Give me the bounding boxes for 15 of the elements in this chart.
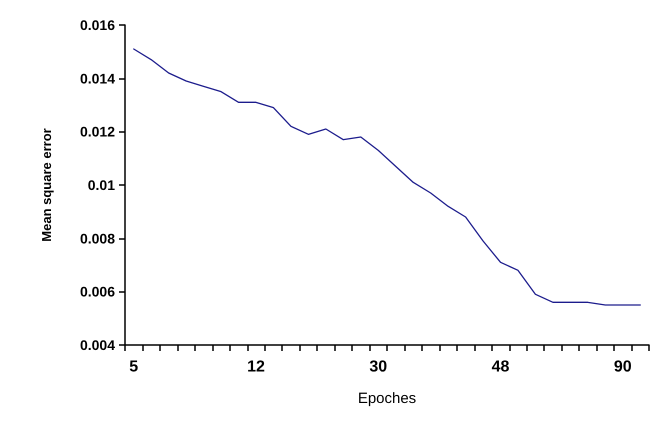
y-tick-label: 0.016 (80, 17, 116, 33)
x-tick-label: 48 (492, 358, 510, 376)
x-axis-title: Epoches (358, 390, 416, 407)
line-series (133, 48, 641, 306)
y-axis-title: Mean square error (39, 128, 54, 242)
y-tick-label: 0.01 (88, 177, 116, 193)
y-tick-label: 0.008 (80, 230, 116, 246)
y-tick-label: 0.004 (80, 337, 116, 353)
y-tick-label: 0.006 (80, 284, 116, 300)
x-tick-label: 90 (614, 358, 632, 376)
x-tick-label: 5 (129, 358, 138, 376)
x-tick-label: 12 (247, 358, 265, 376)
x-tick-label: 30 (369, 358, 388, 376)
y-tick-label: 0.012 (80, 124, 116, 140)
y-tick-label: 0.014 (80, 70, 116, 86)
